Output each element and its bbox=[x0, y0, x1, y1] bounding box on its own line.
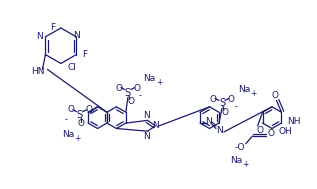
Text: N: N bbox=[143, 132, 150, 141]
Text: -O: -O bbox=[235, 143, 245, 152]
Text: O: O bbox=[256, 126, 263, 136]
Text: S: S bbox=[219, 98, 225, 108]
Text: N: N bbox=[73, 31, 80, 40]
Text: O: O bbox=[210, 95, 217, 104]
Text: O: O bbox=[77, 119, 84, 128]
Text: Na: Na bbox=[238, 85, 250, 94]
Text: Cl: Cl bbox=[67, 63, 76, 72]
Text: +: + bbox=[156, 78, 163, 87]
Text: N: N bbox=[217, 126, 223, 136]
Text: NH: NH bbox=[288, 117, 301, 126]
Text: N: N bbox=[36, 32, 43, 41]
Text: O: O bbox=[133, 84, 140, 93]
Text: F: F bbox=[82, 50, 87, 59]
Text: Na: Na bbox=[144, 74, 156, 83]
Text: O: O bbox=[222, 108, 229, 117]
Text: +: + bbox=[250, 89, 257, 98]
Text: HN: HN bbox=[31, 67, 44, 76]
Text: N: N bbox=[143, 111, 150, 120]
Text: +: + bbox=[74, 134, 81, 143]
Text: F: F bbox=[50, 23, 55, 33]
Text: Na: Na bbox=[62, 130, 74, 139]
Text: S: S bbox=[125, 88, 131, 98]
Text: N: N bbox=[205, 117, 211, 126]
Text: O: O bbox=[85, 105, 92, 114]
Text: -: - bbox=[138, 91, 141, 100]
Text: N: N bbox=[152, 121, 159, 130]
Text: -: - bbox=[64, 115, 67, 124]
Text: O: O bbox=[271, 91, 278, 100]
Text: O: O bbox=[67, 105, 74, 114]
Text: +: + bbox=[243, 160, 249, 169]
Text: -: - bbox=[234, 102, 237, 111]
Text: O: O bbox=[127, 97, 134, 106]
Text: O: O bbox=[268, 129, 275, 138]
Text: O: O bbox=[115, 84, 122, 93]
Text: S: S bbox=[77, 110, 83, 120]
Text: O: O bbox=[227, 95, 234, 104]
Text: Na: Na bbox=[230, 156, 242, 165]
Text: OH: OH bbox=[279, 127, 293, 136]
